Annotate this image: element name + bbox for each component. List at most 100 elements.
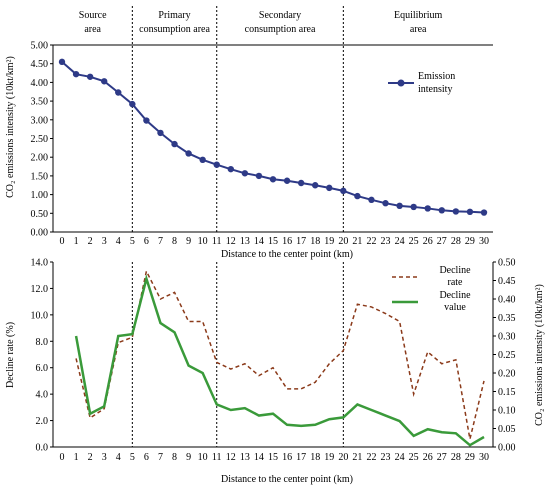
bottom-x-tick-label: 27 bbox=[437, 452, 447, 463]
bottom-x-tick-label: 9 bbox=[186, 452, 191, 463]
top-x-tick-label: 17 bbox=[296, 236, 306, 247]
emission-intensity-point bbox=[58, 58, 66, 66]
bottom-x-tick-label: 15 bbox=[268, 452, 278, 463]
bottom-y-tick-label-left: 0.0 bbox=[36, 443, 49, 454]
bottom-x-tick-label: 25 bbox=[409, 452, 419, 463]
emission-intensity-point bbox=[213, 161, 220, 168]
bottom-y-tick-label-right: 0.45 bbox=[498, 276, 516, 287]
emission-intensity-point bbox=[466, 208, 474, 216]
top-y-tick-label: 2.00 bbox=[31, 153, 49, 164]
bottom-y-tick-label-right: 0.25 bbox=[498, 350, 516, 361]
emission-intensity-point bbox=[410, 203, 417, 211]
bottom-x-tick-label: 30 bbox=[479, 452, 489, 463]
top-x-tick-label: 7 bbox=[158, 236, 163, 247]
top-x-tick-label: 29 bbox=[465, 236, 475, 247]
top-x-tick-label: 27 bbox=[437, 236, 447, 247]
bottom-y-tick-label-right: 0.50 bbox=[498, 258, 516, 269]
emission-intensity-point bbox=[452, 208, 460, 215]
emission-intensity-point bbox=[157, 129, 164, 137]
top-x-tick-label: 21 bbox=[352, 236, 362, 247]
bottom-x-axis-title: Distance to the center point (km) bbox=[221, 474, 353, 485]
bottom-legend: Decline rate Decline value bbox=[392, 265, 471, 313]
bottom-x-tick-label: 1 bbox=[74, 452, 79, 463]
top-x-tick-label: 5 bbox=[130, 236, 135, 247]
top-x-tick-label: 0 bbox=[60, 236, 65, 247]
top-x-tick-label: 25 bbox=[409, 236, 419, 247]
top-y-tick-label: 3.50 bbox=[31, 97, 49, 108]
legend-label-decline-rate: Decline rate bbox=[439, 265, 471, 288]
top-x-tick-label: 12 bbox=[226, 236, 236, 247]
top-x-axis-title: Distance to the center point (km) bbox=[221, 249, 353, 260]
emission-intensity-point bbox=[269, 176, 277, 183]
bottom-x-tick-label: 2 bbox=[88, 452, 93, 463]
bottom-y-tick-label-right: 0.15 bbox=[498, 387, 516, 398]
bottom-x-tick-label: 18 bbox=[310, 452, 320, 463]
top-x-tick-label: 3 bbox=[102, 236, 107, 247]
emission-intensity-point bbox=[297, 179, 305, 187]
emission-intensity-point bbox=[115, 89, 122, 96]
emission-intensity-point bbox=[143, 117, 150, 124]
bottom-x-tick-label: 19 bbox=[324, 452, 334, 463]
bottom-y-tick-label-left: 4.0 bbox=[36, 390, 49, 401]
top-y-axis-title: CO₂ emissions intensity (10kt/km²) bbox=[5, 56, 16, 198]
emission-intensity-point bbox=[283, 177, 291, 184]
bottom-axes: 0.0 2.0 4.0 6.0 8.0 10.0 12.0 14.0 0.00 0.05 0.10 0… bbox=[31, 258, 516, 464]
bottom-y-tick-label-left: 14.0 bbox=[31, 258, 49, 269]
top-x-tick-label: 22 bbox=[366, 236, 376, 247]
bottom-x-tick-label: 5 bbox=[130, 452, 135, 463]
bottom-x-tick-label: 0 bbox=[60, 452, 65, 463]
emission-intensity-point bbox=[185, 150, 192, 157]
top-x-tick-label: 20 bbox=[338, 236, 348, 247]
top-x-tick-label: 9 bbox=[186, 236, 191, 247]
top-y-tick-label: 4.50 bbox=[31, 59, 49, 70]
top-y-tick-label: 3.00 bbox=[31, 115, 49, 126]
emission-intensity-point bbox=[227, 165, 234, 173]
top-x-tick-label: 11 bbox=[212, 236, 222, 247]
top-x-tick-label: 15 bbox=[268, 236, 278, 247]
top-legend-label: Emission intensity bbox=[418, 71, 455, 95]
top-x-tick-label: 14 bbox=[254, 236, 264, 247]
bottom-y-tick-label-left: 2.0 bbox=[36, 416, 49, 427]
bottom-x-tick-label: 20 bbox=[338, 452, 348, 463]
emission-intensity-point bbox=[86, 73, 94, 80]
top-legend: Emission intensity bbox=[388, 71, 455, 95]
top-x-tick-label: 28 bbox=[451, 236, 461, 247]
bottom-x-tick-label: 12 bbox=[226, 452, 236, 463]
top-x-tick-label: 1 bbox=[74, 236, 79, 247]
bottom-x-tick-label: 17 bbox=[296, 452, 306, 463]
top-axes: 0.00 0.50 1.00 1.50 2.00 2.50 3.00 3.50 4.00 4.50… bbox=[31, 6, 493, 247]
top-x-tick-label: 2 bbox=[88, 236, 93, 247]
emission-intensity-chart: Source area Primary consumption area Seconda… bbox=[5, 6, 493, 260]
bottom-y-tick-label-right: 0.20 bbox=[498, 369, 516, 380]
bottom-x-tick-label: 4 bbox=[116, 452, 121, 463]
top-x-tick-label: 19 bbox=[324, 236, 334, 247]
top-x-tick-label: 24 bbox=[395, 236, 405, 247]
top-x-tick-label: 8 bbox=[172, 236, 177, 247]
decline-value-line bbox=[74, 274, 485, 447]
bottom-x-tick-label: 7 bbox=[158, 452, 163, 463]
bottom-y-tick-label-right: 0.30 bbox=[498, 332, 516, 343]
emission-intensity-point bbox=[199, 156, 206, 164]
bottom-x-tick-label: 26 bbox=[423, 452, 433, 463]
top-legend-swatch-marker bbox=[397, 79, 405, 87]
emission-intensity-point bbox=[354, 192, 361, 200]
area-label: Source area bbox=[79, 10, 107, 35]
top-y-tick-label: 4.00 bbox=[31, 78, 49, 89]
bottom-x-tick-label: 16 bbox=[282, 452, 292, 463]
area-label: Primary consumption area bbox=[139, 10, 210, 35]
top-x-tick-label: 30 bbox=[479, 236, 489, 247]
top-y-tick-label: 0.50 bbox=[31, 209, 49, 220]
bottom-x-tick-label: 29 bbox=[465, 452, 475, 463]
area-label: Secondary consumption area bbox=[245, 10, 316, 35]
bottom-x-tick-label: 8 bbox=[172, 452, 177, 463]
emission-intensity-point bbox=[312, 182, 319, 189]
top-x-tick-label: 4 bbox=[116, 236, 121, 247]
top-x-tick-label: 23 bbox=[381, 236, 391, 247]
bottom-y-tick-label-right: 0.00 bbox=[498, 443, 516, 454]
emission-intensity-point bbox=[480, 209, 488, 216]
decline-chart: 0.0 2.0 4.0 6.0 8.0 10.0 12.0 14.0 0.00 0.05 0.10 0… bbox=[5, 258, 545, 486]
top-x-tick-label: 10 bbox=[198, 236, 208, 247]
bottom-x-tick-label: 23 bbox=[381, 452, 391, 463]
emission-intensity-point bbox=[241, 170, 249, 177]
bottom-y-axis-title-right: CO₂ emissions intensity (10kt/km²) bbox=[534, 284, 545, 426]
